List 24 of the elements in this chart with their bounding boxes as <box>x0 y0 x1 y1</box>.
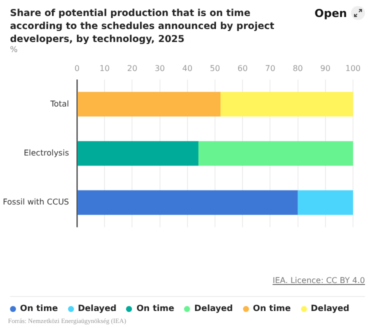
x-tick-label: 40 <box>182 64 192 73</box>
x-tick-label: 60 <box>238 64 248 73</box>
x-tick-label: 70 <box>265 64 276 73</box>
x-tick-label: 50 <box>210 64 220 73</box>
y-tick-label: Fossil with CCUS <box>2 198 69 207</box>
x-tick-label: 90 <box>320 64 330 73</box>
x-tick-label: 80 <box>292 64 303 73</box>
legend-label: Delayed <box>310 304 350 314</box>
x-tick-label: 20 <box>127 64 138 73</box>
x-axis-title: % <box>10 45 18 54</box>
x-tick-label: 30 <box>154 64 165 73</box>
legend-label: On time <box>252 304 291 314</box>
x-tick-label: 10 <box>100 64 110 73</box>
text: Open <box>314 6 347 20</box>
x-tick-label: 0 <box>74 64 80 73</box>
y-tick-label: Electrolysis <box>24 148 69 158</box>
legend-label: Delayed <box>194 304 233 314</box>
x-tick-label: 100 <box>345 64 361 73</box>
legend-label: Delayed <box>78 304 116 314</box>
legend-label: On time <box>136 304 174 314</box>
y-tick-label: Total <box>49 99 69 108</box>
chart-title: Share of potential production that is on time according to the schedules announced by project developers, by technology, 2025 <box>10 7 276 46</box>
legend-label: On time <box>20 304 58 314</box>
text: IEA. Licence: CC BY 4.0 <box>272 276 365 285</box>
